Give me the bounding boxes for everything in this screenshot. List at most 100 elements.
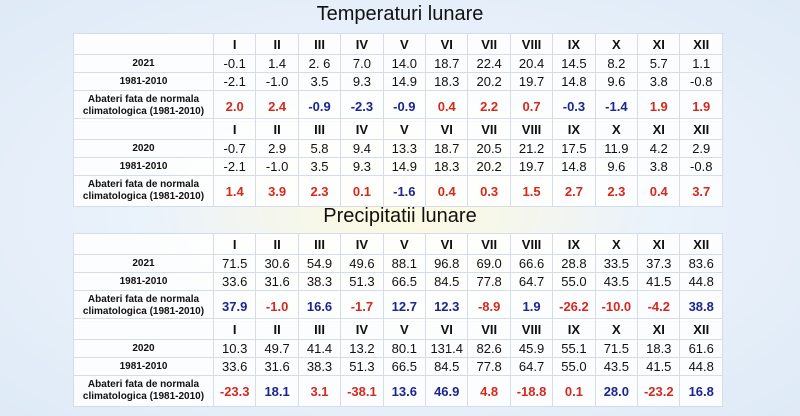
value-cell: -1.7 [340,290,384,322]
value-cell: 18.3 [425,72,469,91]
value-cell: -18.8 [509,375,554,407]
value-cell: -23.3 [212,375,257,407]
value-cell: 64.7 [509,357,554,376]
value-cell: 18.1 [255,375,299,407]
value-cell: 7.0 [340,54,384,73]
value-cell: 84.5 [425,272,469,291]
value-cell: 13.2 [340,339,384,358]
value-cell: 38.3 [297,272,342,291]
value-cell: 51.3 [340,357,384,376]
data-table: I II III IV V VI VII VIII IX X XI XII 2021 -0.1 1.4 2. … [73,33,723,122]
section-title: Precipitatii lunare [323,205,477,227]
value-cell: 0.1 [552,375,596,407]
corner-cell [73,233,214,255]
value-cell: 54.9 [297,254,342,273]
month-header: III [297,33,342,55]
month-header: X [594,33,639,55]
month-header: X [594,318,639,340]
month-header: IV [340,118,384,140]
value-cell: 77.8 [467,357,511,376]
value-cell: 3.5 [297,72,342,91]
value-cell: 14.8 [552,157,596,176]
value-cell: 18.3 [425,157,469,176]
value-cell: 28.8 [552,254,596,273]
value-cell: 1.4 [212,175,257,207]
value-cell: -1.0 [255,72,299,91]
value-cell: 0.7 [509,90,554,122]
month-header: VI [425,33,469,55]
value-cell: 41.5 [637,272,681,291]
value-cell: 44.8 [679,357,723,376]
month-header: III [297,118,342,140]
value-cell: 66.5 [382,272,427,291]
month-header: VII [467,33,511,55]
value-cell: 2.3 [594,175,639,207]
value-cell: 28.0 [594,375,639,407]
table-body: I II III IV V VI VII VIII IX X XI XII 2020 -0.7 2.9 5.8… [73,118,723,207]
value-cell: 46.9 [425,375,469,407]
value-cell: 80.1 [382,339,427,358]
month-header: VIII [509,233,554,255]
value-cell: 55.0 [552,357,596,376]
row-label: 2021 [73,54,214,73]
value-cell: 37.9 [212,290,257,322]
value-cell: -0.7 [212,139,257,158]
month-header: XII [679,233,723,255]
month-header: III [297,318,342,340]
data-row: 2021 -0.1 1.4 2. 6 7.0 14.0 18.7 22.4 20.4 14.5 8.… [73,54,723,73]
value-cell: -0.9 [382,90,427,122]
value-cell: 37.3 [637,254,681,273]
value-cell: -2.1 [212,72,257,91]
data-row: Abateri fata de normala climatologica (19… [73,290,723,322]
value-cell: -0.9 [297,90,342,122]
month-header: VI [425,233,469,255]
value-cell: 0.4 [637,175,681,207]
value-cell: -0.1 [212,54,257,73]
month-header: I [212,33,257,55]
value-cell: -26.2 [552,290,596,322]
value-cell: 77.8 [467,272,511,291]
value-cell: 14.8 [552,72,596,91]
data-row: Abateri fata de normala climatologica (19… [73,90,723,122]
value-cell: 19.7 [509,72,554,91]
row-label: Abateri fata de normala climatologica (19… [73,90,214,122]
month-header: XI [637,318,681,340]
row-label-line: climatologica (1981-2010) [82,191,205,202]
value-cell: 0.4 [425,90,469,122]
value-cell: 1.9 [637,90,681,122]
value-cell: 9.3 [340,72,384,91]
month-header: IX [552,33,596,55]
row-label: Abateri fata de normala climatologica (19… [73,290,214,322]
value-cell: 55.1 [552,339,596,358]
value-cell: 2.9 [255,139,299,158]
value-cell: -8.9 [467,290,511,322]
value-cell: -0.3 [552,90,596,122]
value-cell: 0.3 [467,175,511,207]
month-header: VIII [509,318,554,340]
value-cell: 18.7 [425,54,469,73]
month-header: VIII [509,118,554,140]
data-table: I II III IV V VI VII VIII IX X XI XII 2020 10.3 49.7 41… [73,318,723,407]
value-cell: 88.1 [382,254,427,273]
value-cell: 2.2 [467,90,511,122]
data-row: 1981-2010 33.6 31.6 38.3 51.3 66.5 84.5 77.8 64.… [73,272,723,291]
value-cell: 43.5 [594,357,639,376]
value-cell: 17.5 [552,139,596,158]
value-cell: 13.3 [382,139,427,158]
value-cell: 49.6 [340,254,384,273]
value-cell: 0.4 [425,175,469,207]
value-cell: 9.6 [594,157,639,176]
row-label-line: Abateri fata de normala [87,179,200,190]
value-cell: 1.9 [679,90,723,122]
value-cell: 14.9 [382,72,427,91]
value-cell: 13.6 [382,375,427,407]
month-header: IX [552,318,596,340]
row-label: 2021 [73,254,214,273]
value-cell: -0.8 [679,72,723,91]
row-label-line: climatologica (1981-2010) [82,106,205,117]
value-cell: 33.5 [594,254,639,273]
value-cell: -1.4 [594,90,639,122]
month-header: IX [552,118,596,140]
value-cell: -1.0 [255,157,299,176]
value-cell: 1.5 [509,175,554,207]
